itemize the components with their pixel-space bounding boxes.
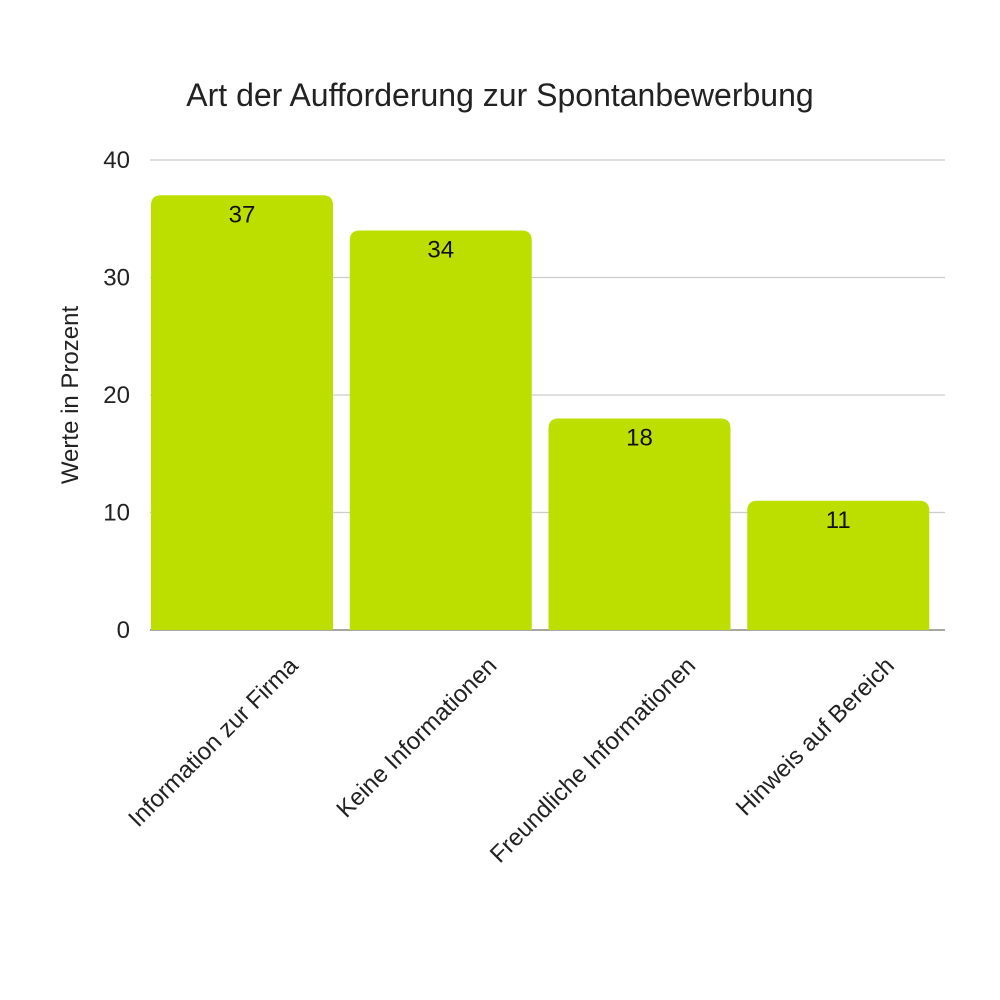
y-axis-title: Werte in Prozent — [57, 306, 84, 485]
y-tick-label-0: 0 — [117, 617, 130, 644]
bar-keine-informationen — [349, 230, 532, 630]
y-tick-label-10: 10 — [103, 500, 130, 527]
data-label-hinweis-auf-bereich: 11 — [826, 507, 851, 534]
category-label-information-zur-firma: Information zur Firma — [123, 652, 304, 833]
data-labels: 37 34 18 11 — [229, 201, 851, 534]
category-label-keine-informationen: Keine Informationen — [331, 652, 502, 823]
y-tick-label-20: 20 — [103, 382, 130, 409]
y-tick-label-40: 40 — [103, 147, 130, 174]
y-tick-label-30: 30 — [103, 265, 130, 292]
x-axis-categories: Information zur Firma Keine Informationen… — [123, 652, 900, 869]
bar-hinweis-auf-bereich — [747, 500, 930, 630]
y-axis-ticks: 0 10 20 30 40 — [103, 147, 130, 644]
data-label-keine-informationen: 34 — [427, 237, 454, 264]
bar-information-zur-firma — [151, 195, 333, 630]
chart-title: Art der Aufforderung zur Spontanbewerbun… — [186, 77, 813, 113]
bars — [151, 195, 930, 630]
category-label-freundliche-informationen: Freundliche Informationen — [485, 652, 701, 868]
category-label-hinweis-auf-bereich: Hinweis auf Bereich — [731, 652, 900, 821]
bar-freundliche-informationen — [548, 418, 731, 630]
data-label-freundliche-informationen: 18 — [626, 425, 653, 452]
data-label-information-zur-firma: 37 — [229, 201, 256, 228]
